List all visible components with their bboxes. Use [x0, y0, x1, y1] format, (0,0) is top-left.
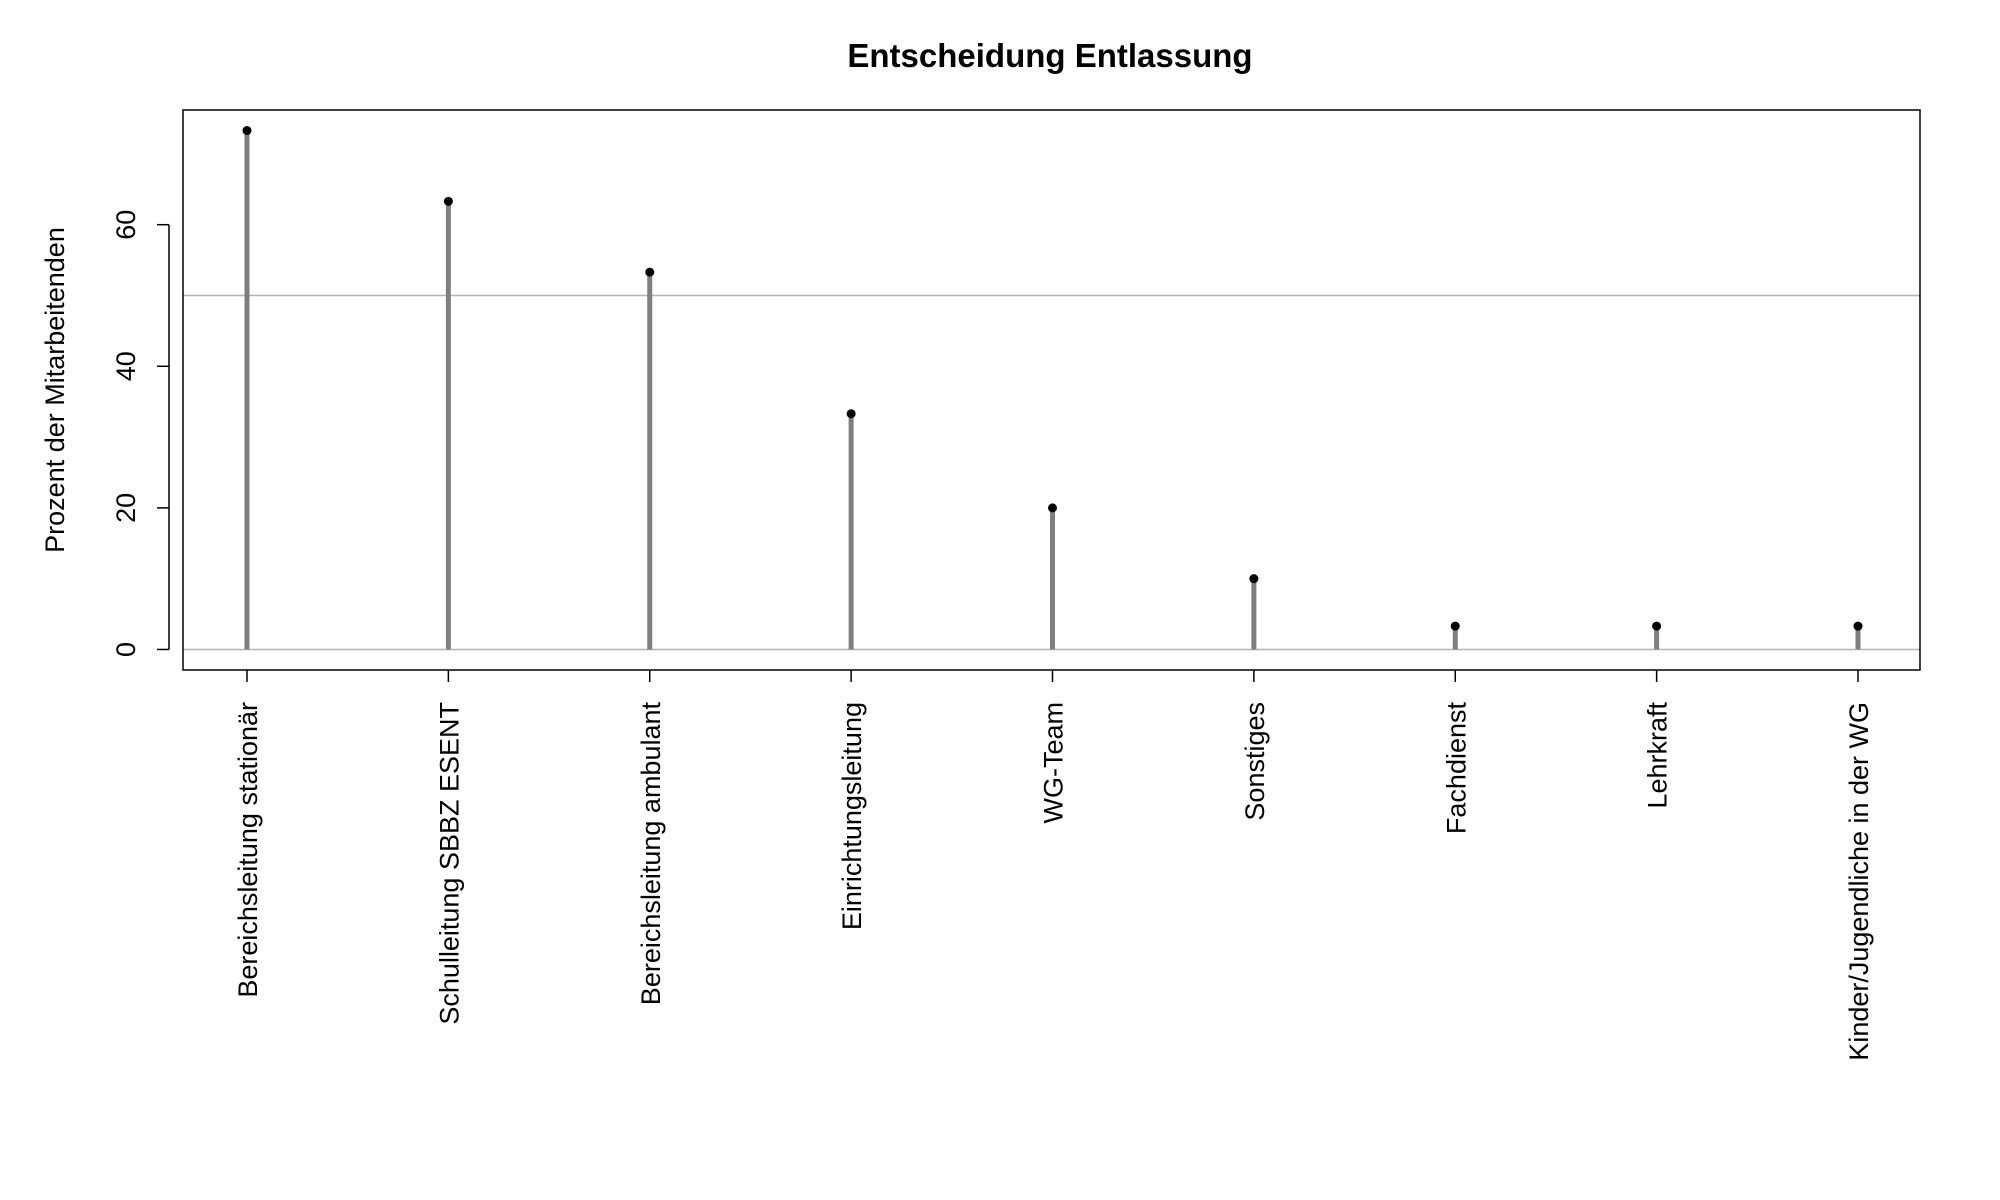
data-point-7: [1652, 621, 1662, 631]
x-tick-label-0: Bereichsleitung stationär: [233, 702, 263, 998]
y-axis: 0 20 40 60: [111, 210, 170, 657]
data-point-2: [645, 267, 655, 277]
x-tick-label-1: Schulleitung SBBZ ESENT: [434, 702, 464, 1025]
x-tick-label-7: Lehrkraft: [1643, 702, 1673, 809]
x-axis: Bereichsleitung stationär Schulleitung SB…: [233, 670, 1874, 1061]
x-tick-label-3: Einrichtungsleitung: [837, 702, 867, 930]
plot-frame: [182, 109, 1921, 671]
data-point-0: [242, 126, 252, 136]
y-tick-label-60: 60: [111, 210, 141, 240]
data-point-6: [1450, 621, 1460, 631]
y-tick-label-40: 40: [111, 351, 141, 381]
y-tick-label-20: 20: [111, 493, 141, 523]
data-point-1: [443, 196, 453, 206]
y-axis-label: Prozent der Mitarbeitenden: [40, 227, 70, 553]
data-point-4: [1048, 503, 1057, 513]
x-tick-label-8: Kinder/Jugendliche in der WG: [1844, 702, 1874, 1061]
x-tick-label-4: WG-Team: [1039, 702, 1069, 824]
lollipop-stems: [244, 130, 1861, 650]
chart-title: Entscheidung Entlassung: [847, 37, 1252, 74]
data-point-3: [846, 409, 856, 419]
data-point-5: [1249, 574, 1259, 584]
data-point-8: [1853, 621, 1863, 631]
x-tick-label-6: Fachdienst: [1441, 702, 1471, 835]
x-tick-label-2: Bereichsleitung ambulant: [636, 702, 666, 1006]
x-tick-label-5: Sonstiges: [1240, 702, 1270, 821]
y-tick-label-0: 0: [111, 642, 141, 657]
lollipop-points: [242, 126, 1863, 631]
